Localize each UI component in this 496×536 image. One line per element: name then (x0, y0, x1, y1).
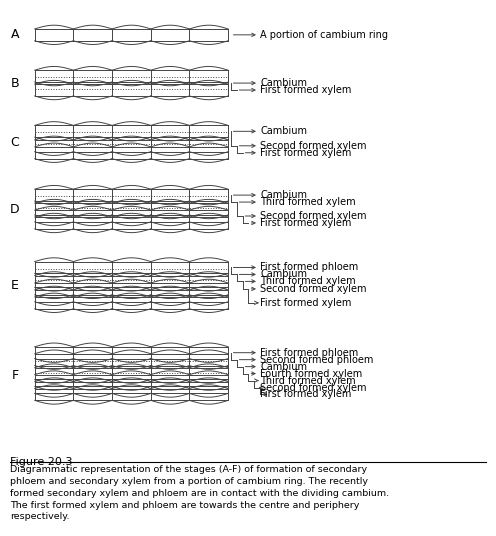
Text: Cambium: Cambium (260, 126, 308, 136)
Text: E: E (11, 279, 19, 292)
Text: A: A (10, 28, 19, 41)
Text: Second formed xylem: Second formed xylem (260, 211, 367, 221)
Text: Cambium: Cambium (260, 78, 308, 88)
Text: D: D (10, 203, 20, 215)
Text: Cambium: Cambium (260, 270, 308, 279)
Text: First formed xylem: First formed xylem (260, 298, 352, 308)
Text: Second formed xylem: Second formed xylem (260, 141, 367, 151)
Text: B: B (10, 77, 19, 90)
Text: First formed phloem: First formed phloem (260, 263, 359, 272)
Text: Second formed xylem: Second formed xylem (260, 383, 367, 392)
Text: Cambium: Cambium (260, 362, 308, 371)
Text: First formed xylem: First formed xylem (260, 85, 352, 95)
Text: F: F (11, 369, 18, 382)
Text: Fourth formed xylem: Fourth formed xylem (260, 369, 363, 378)
Text: Third formed xylem: Third formed xylem (260, 277, 356, 286)
Text: A portion of cambium ring: A portion of cambium ring (260, 30, 388, 40)
Text: Diagrammatic representation of the stages (A-F) of formation of secondary
phloem: Diagrammatic representation of the stage… (10, 465, 389, 522)
Text: First formed phloem: First formed phloem (260, 348, 359, 358)
Text: Third formed xylem: Third formed xylem (260, 197, 356, 207)
Text: C: C (10, 136, 19, 148)
Text: Third formed xylem: Third formed xylem (260, 376, 356, 385)
Text: First formed xylem: First formed xylem (260, 218, 352, 228)
Text: First formed xylem: First formed xylem (260, 148, 352, 158)
Text: First formed xylem: First formed xylem (260, 390, 352, 399)
Text: Figure 20.3: Figure 20.3 (10, 457, 72, 467)
Text: Second formed xylem: Second formed xylem (260, 284, 367, 294)
Text: Second formed phloem: Second formed phloem (260, 355, 374, 364)
Text: Cambium: Cambium (260, 190, 308, 200)
